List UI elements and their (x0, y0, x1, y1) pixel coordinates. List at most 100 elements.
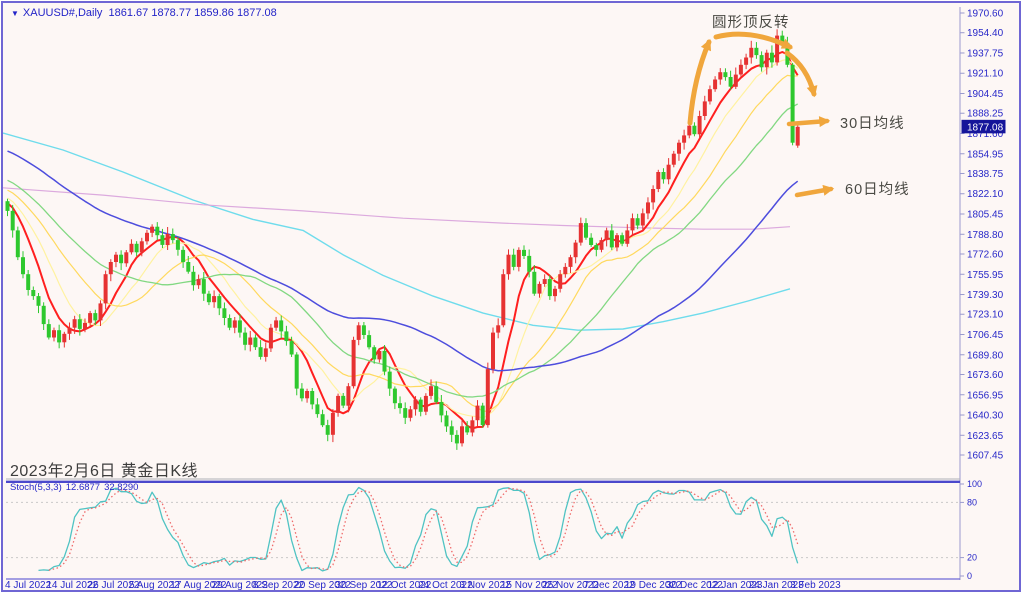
candle-body (93, 313, 98, 321)
price-axis: 1970.60 1954.40 1937.75 1921.10 1904.45 1888.… (959, 7, 1006, 580)
price-tick-label: 1607.45 (967, 451, 1004, 462)
candle-body (139, 241, 144, 253)
candle-body (88, 313, 93, 323)
stoch-scale-label: 20 (967, 553, 977, 563)
candles-layer (5, 29, 800, 450)
stoch-k-line (38, 486, 799, 572)
date-note-label: 2023年2月6日 黄金日K线 (10, 463, 199, 480)
price-tick-label: 1772.60 (967, 249, 1004, 260)
candle-body (620, 235, 625, 244)
price-tick-label: 1822.10 (967, 189, 1004, 200)
ma-gold-line (7, 74, 798, 412)
candle-body (315, 404, 320, 415)
candle-body (227, 318, 232, 328)
candle-body (186, 262, 191, 272)
price-tick-label: 1904.45 (967, 89, 1004, 100)
candle-body (124, 252, 129, 264)
candle-body (310, 391, 315, 405)
candle-body (542, 279, 547, 284)
ma60-pointer-arrow[interactable] (794, 184, 835, 198)
candle-body (387, 371, 392, 389)
rounded-top-arrow[interactable] (713, 31, 793, 50)
ma30-pointer-arrow[interactable] (786, 116, 831, 128)
candle-body (496, 325, 501, 333)
chart-canvas: 1970.60 1954.40 1937.75 1921.10 1904.45 1888.… (3, 7, 1006, 591)
candle-body (72, 319, 77, 328)
candle-body (284, 331, 289, 342)
candle-body (573, 242, 578, 258)
price-tick-label: 1788.80 (967, 230, 1004, 241)
candle-body (584, 223, 588, 238)
candle-body (114, 254, 118, 262)
candle-body (62, 333, 67, 343)
candle-body (253, 337, 258, 348)
candle-body (769, 52, 774, 63)
candle-body (465, 426, 470, 433)
candle-body (21, 257, 25, 275)
candle-body (687, 125, 692, 136)
candle-body (697, 116, 702, 135)
candle-body (470, 420, 475, 433)
candle-body (723, 72, 728, 78)
candle-body (274, 320, 279, 328)
rounded-top-arrow[interactable] (784, 50, 818, 98)
candle-body (532, 271, 537, 294)
price-tick-label: 1871.60 (967, 129, 1004, 140)
long-ma-lines (3, 132, 791, 331)
candle-body (434, 386, 439, 402)
ma60-blue-line (7, 150, 799, 372)
candle-body (155, 226, 160, 236)
candle-body (444, 415, 449, 427)
candle-body (165, 234, 170, 245)
date-tick-label: 14 Jul 2022 (46, 580, 98, 591)
candle-body (382, 350, 387, 372)
candle-body (15, 230, 20, 258)
ohlc-readout: 1861.67 1878.77 1859.86 1877.08 (108, 7, 277, 19)
candle-body (57, 330, 62, 343)
current-price-value: 1877.08 (967, 122, 1004, 133)
candle-body (248, 337, 253, 345)
rounded-top-arrow[interactable] (687, 38, 712, 126)
candle-body (268, 327, 273, 349)
candle-body (485, 369, 490, 426)
candle-body (630, 218, 635, 231)
ma-pale-yellow-line (7, 58, 799, 419)
candle-body (150, 226, 155, 233)
price-tick-label: 1623.65 (967, 431, 1004, 442)
candle-body (511, 254, 516, 267)
candle-body (527, 255, 532, 272)
candle-body (320, 414, 325, 426)
candle-body (677, 142, 681, 154)
date-tick-label: 26 Jul 2022 (88, 580, 140, 591)
long-ma-plum (3, 187, 791, 230)
price-tick-label: 1921.10 (967, 69, 1004, 80)
candle-body (640, 213, 645, 226)
candle-body (439, 402, 444, 416)
candle-body (759, 55, 764, 68)
symbol-period-label: XAUUSD#,Daily (22, 7, 103, 19)
symbol-dropdown-icon[interactable]: ▼ (11, 9, 19, 18)
candle-body (279, 320, 284, 332)
candle-body (671, 153, 676, 165)
candle-body (749, 47, 754, 58)
candle-body (217, 296, 222, 309)
candle-body (480, 405, 485, 426)
candle-body (682, 135, 687, 143)
candle-body (449, 426, 454, 435)
candle-body (460, 426, 464, 444)
price-tick-label: 1970.60 (967, 9, 1004, 20)
price-tick-label: 1673.60 (967, 370, 1004, 381)
candle-body (408, 409, 413, 418)
fast-red-line (6, 51, 799, 430)
candle-body (5, 201, 10, 211)
candle-body (506, 254, 511, 275)
price-tick-label: 1656.95 (967, 390, 1004, 401)
candle-body (170, 234, 175, 241)
candle-body (361, 325, 366, 335)
date-tick-label: 5 Aug 2022 (129, 580, 180, 591)
candle-body (367, 335, 372, 348)
candle-body (108, 262, 113, 275)
candle-body (160, 235, 165, 245)
candle-body (232, 320, 237, 328)
